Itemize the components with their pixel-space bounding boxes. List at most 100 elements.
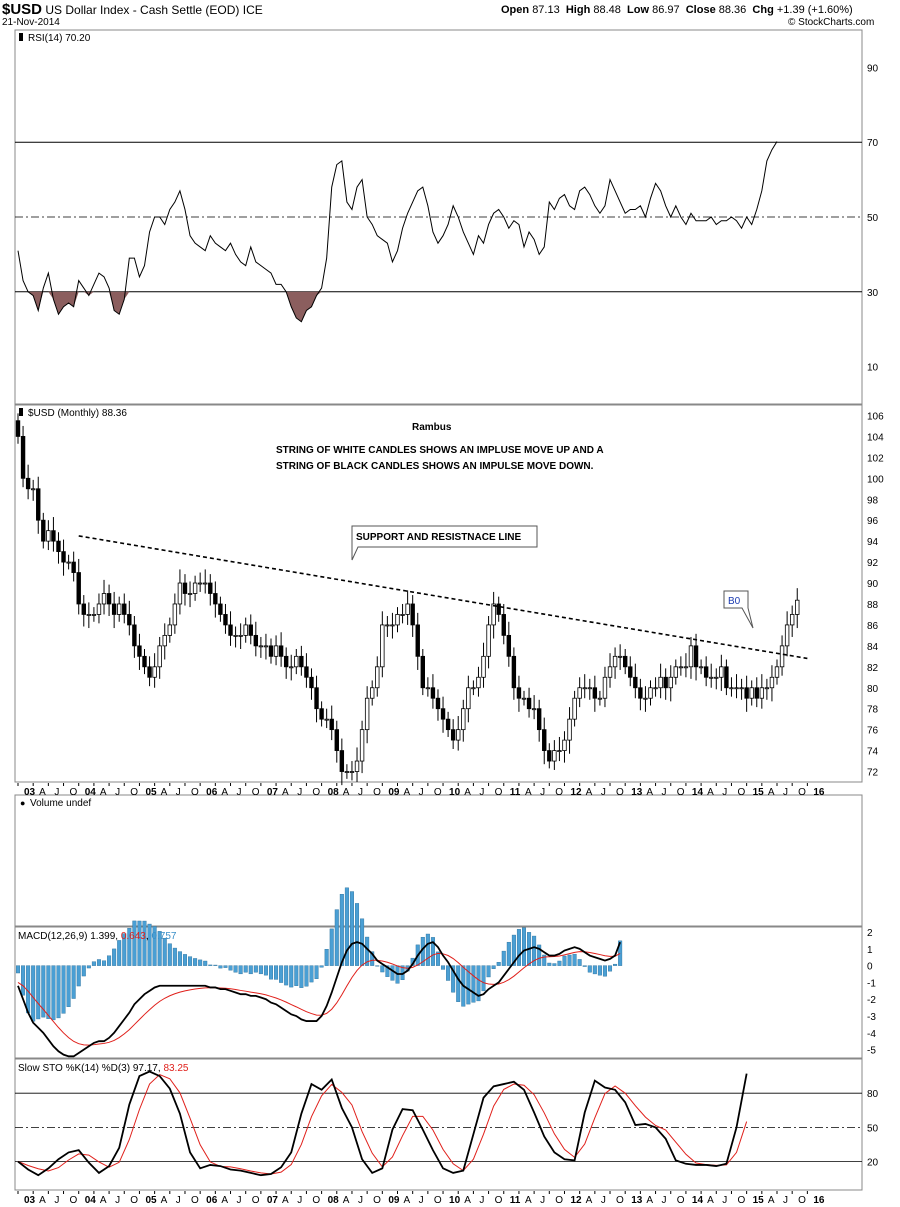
macd-sep: ,	[146, 931, 152, 942]
candle-white	[66, 561, 71, 564]
x-axis-label: 04	[85, 1195, 97, 1206]
x-axis-label: O	[434, 787, 442, 798]
candle-black	[623, 655, 628, 668]
macd-hist-bar	[76, 965, 81, 987]
candle-black	[506, 634, 512, 657]
x-axis-label: A	[586, 1195, 593, 1206]
x-axis-label: O	[373, 787, 381, 798]
x-axis-label: A	[39, 787, 46, 798]
x-axis-label: J	[297, 787, 302, 798]
macd-hist-bar	[102, 960, 107, 966]
macd-hist-bar	[334, 909, 339, 966]
candle-black	[547, 750, 552, 762]
macd-tick-label: 1	[867, 945, 873, 956]
x-axis-label: 03	[24, 1195, 36, 1206]
candle-white	[395, 614, 400, 626]
macd-hist-bar	[435, 951, 440, 966]
x-axis-label: O	[312, 1195, 320, 1206]
macd-hist-bar	[344, 887, 349, 966]
candle-white	[471, 687, 476, 690]
macd-hist-bar	[375, 965, 380, 967]
macd-hist-bar	[193, 958, 198, 966]
x-axis-label: 11	[510, 1195, 521, 1206]
candle-white	[461, 708, 466, 731]
candle-black	[430, 687, 436, 699]
candle-white	[400, 614, 405, 616]
candle-white	[784, 624, 790, 647]
candle-black	[724, 666, 729, 689]
volume-panel-frame	[14, 794, 863, 927]
macd-hist-bar	[587, 965, 592, 973]
candle-white	[521, 697, 527, 700]
macd-hist-bar	[122, 933, 127, 966]
macd-hist-bar	[522, 927, 527, 966]
candle-black	[122, 603, 127, 615]
x-axis-label: 06	[206, 1195, 218, 1206]
candle-white	[491, 603, 496, 626]
candle-white	[354, 760, 360, 772]
x-axis-label: O	[677, 1195, 685, 1206]
x-axis-label: J	[662, 787, 667, 798]
macd-hist-bar	[21, 965, 26, 996]
candle-white	[349, 771, 355, 773]
candle-black	[410, 603, 415, 626]
x-axis-label: 15	[753, 787, 765, 798]
macd-hist-bar	[471, 965, 476, 1003]
x-axis-label: J	[662, 1195, 667, 1206]
macd-hist-bar	[385, 965, 390, 977]
x-axis-label: A	[221, 1195, 228, 1206]
macd-hist-bar	[243, 965, 248, 973]
candle-white	[476, 676, 481, 689]
candle-black	[754, 687, 759, 699]
candle-black	[663, 676, 668, 689]
x-axis-label: 15	[753, 1195, 765, 1206]
candle-black	[182, 582, 188, 594]
ohlc-readout: Open 87.13 High 88.48 Low 86.97 Close 88…	[501, 4, 853, 16]
macd-hist-bar	[248, 965, 253, 975]
price-panel-frame	[14, 404, 863, 783]
x-axis-label: 14	[692, 1195, 704, 1206]
x-axis-label: O	[130, 1195, 138, 1206]
candle-white	[789, 614, 795, 626]
candle-black	[132, 624, 137, 647]
rsi-line	[17, 141, 778, 323]
sto-tick-label: 20	[867, 1158, 879, 1169]
candle-white	[587, 687, 592, 690]
price-tick-label: 106	[867, 411, 884, 422]
price-tick-label: 84	[867, 642, 879, 653]
open-label: Open	[501, 4, 530, 16]
candle-white	[698, 666, 704, 669]
candle-black	[526, 697, 532, 710]
price-tick-label: 88	[867, 600, 879, 611]
price-tick-label: 76	[867, 726, 879, 737]
x-axis-label: J	[115, 1195, 120, 1206]
price-tick-label: 98	[867, 495, 879, 506]
macd-hist-bar	[51, 965, 56, 1021]
macd-hist-bar	[577, 959, 582, 966]
sto-sep: ,	[158, 1063, 164, 1074]
candle-black	[20, 436, 26, 479]
candle-white	[719, 666, 724, 678]
candle-white	[359, 729, 365, 762]
macd-hist-bar	[532, 935, 537, 966]
macd-hist-bar	[253, 965, 258, 973]
candle-white	[390, 624, 395, 627]
candle-white	[795, 599, 800, 615]
bo-callout-box	[723, 590, 754, 629]
candle-white	[117, 603, 122, 615]
macd-hist-bar	[314, 965, 319, 979]
x-axis-label: A	[464, 1195, 471, 1206]
candle-white	[162, 634, 167, 647]
candle-white	[562, 739, 567, 751]
candle-white	[380, 624, 385, 668]
candle-black	[228, 624, 233, 636]
candle-black	[223, 614, 228, 626]
candle-white	[668, 676, 673, 689]
price-tick-label: 86	[867, 621, 879, 632]
candle-white	[739, 687, 744, 690]
macd-hist-bar	[137, 920, 142, 966]
instrument-name: US Dollar Index - Cash Settle (EOD)	[45, 3, 240, 17]
macd-hist-bar	[456, 965, 461, 1002]
low-value: 86.97	[652, 4, 680, 16]
x-axis-label: O	[616, 1195, 624, 1206]
